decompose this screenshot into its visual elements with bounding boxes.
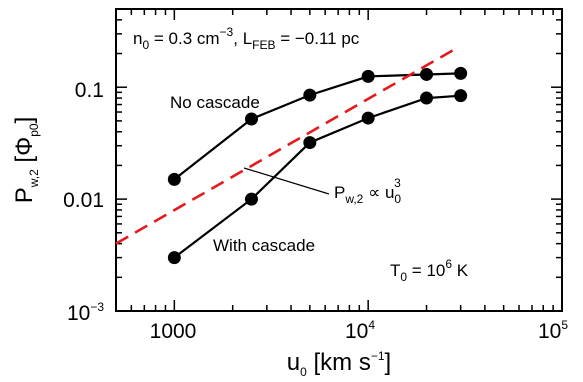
- scaling-pointer-line: [243, 167, 330, 195]
- series-layer: [115, 46, 468, 265]
- axis-ticks: [116, 9, 562, 311]
- params-annotation: n0 = 0.3 cm−3, LFEB = −0.11 pc: [133, 25, 360, 52]
- data-point: [454, 89, 468, 103]
- with-cascade-label: With cascade: [213, 236, 315, 255]
- no-cascade-label: No cascade: [170, 93, 260, 112]
- data-point: [420, 91, 434, 105]
- data-point: [244, 192, 258, 206]
- x-axis-title: u0 [km s−1]: [287, 349, 391, 379]
- y-tick-label-1e-3: 10−3: [67, 300, 104, 325]
- series-line-2: [115, 46, 458, 245]
- x-tick-label-1e4: 104: [345, 318, 375, 343]
- temperature-annotation: T0 = 106 K: [390, 257, 469, 284]
- y-tick-label-0.01: 0.01: [63, 189, 104, 212]
- data-point: [303, 136, 317, 150]
- data-point: [167, 172, 181, 186]
- data-point: [303, 88, 317, 102]
- y-tick-label-0.1: 0.1: [75, 79, 104, 102]
- x-tick-label-1000: 1000: [150, 320, 197, 343]
- data-point: [454, 66, 468, 80]
- data-point: [420, 67, 434, 81]
- data-point: [244, 112, 258, 126]
- scaling-annotation: Pw,2 ∝ u03: [334, 176, 401, 206]
- series-line-0: [173, 72, 461, 181]
- y-axis-title: Pw,2 [Φp0]: [11, 117, 41, 204]
- plot-frame: [115, 8, 563, 312]
- data-point: [361, 69, 375, 83]
- data-point: [167, 251, 181, 265]
- series-line-1: [173, 94, 461, 259]
- data-point: [361, 111, 375, 125]
- x-tick-label-1e5: 105: [538, 318, 568, 343]
